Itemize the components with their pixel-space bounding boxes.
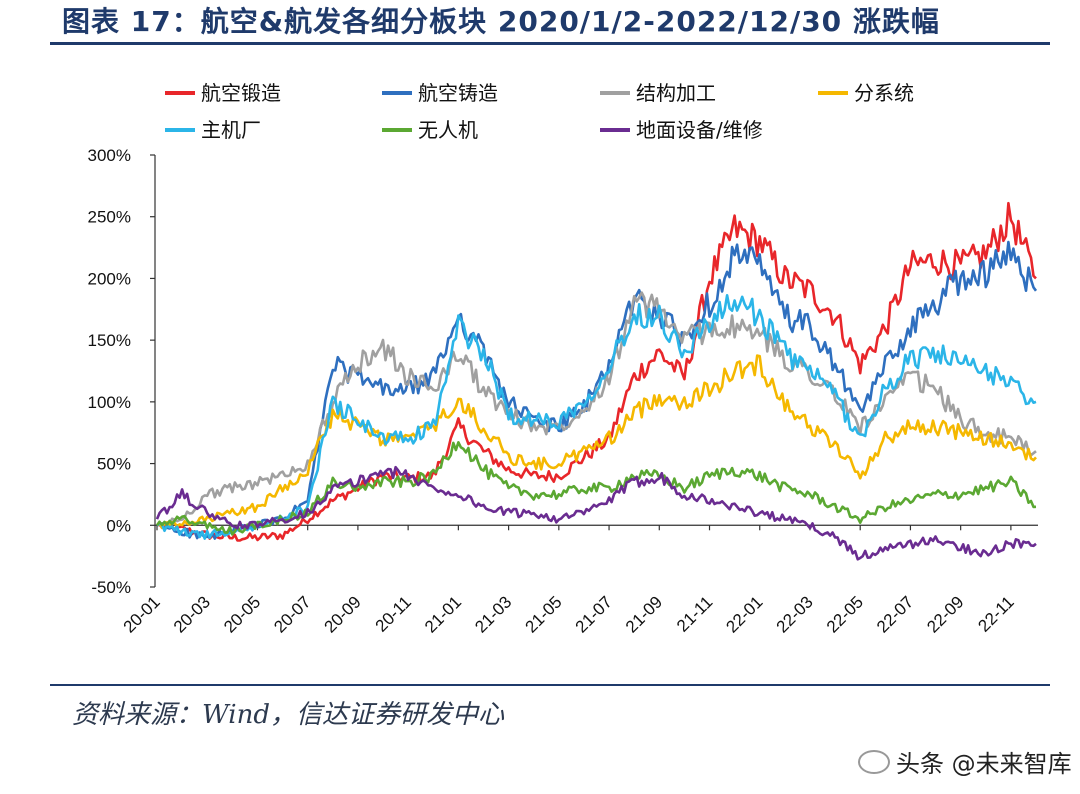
x-tick-label: 20-09 bbox=[321, 592, 365, 636]
watermark-text: 头条 @未来智库 bbox=[896, 750, 1072, 778]
y-tick-label: 250% bbox=[88, 208, 131, 227]
x-tick-label: 22-03 bbox=[773, 592, 817, 636]
legend-label-3: 结构加工 bbox=[636, 81, 716, 105]
y-tick-label: 100% bbox=[88, 393, 131, 412]
x-tick-label: 20-05 bbox=[220, 592, 264, 636]
chart-axes: -50%0%50%100%150%200%250%300%20-01 20-03 2… bbox=[88, 146, 1038, 637]
x-tick-label: 20-07 bbox=[270, 592, 314, 636]
series-line-3 bbox=[156, 291, 1037, 527]
x-tick-label: 20-01 bbox=[120, 592, 164, 636]
x-tick-label: 22-01 bbox=[722, 592, 766, 636]
watermark: 头条 @未来智库 bbox=[858, 744, 1072, 779]
x-tick-label: 22-11 bbox=[974, 592, 1017, 635]
chart-series bbox=[155, 201, 1038, 561]
x-tick-label: 22-07 bbox=[873, 592, 917, 636]
chart-title: 图表 17：航空&航发各细分板块 2020/1/2-2022/12/30 涨跌幅 bbox=[62, 5, 940, 38]
source-note: 资料来源：Wind，信达证券研发中心 bbox=[72, 700, 504, 730]
legend-label-4: 分系统 bbox=[854, 81, 914, 105]
legend-label-2: 航空铸造 bbox=[418, 81, 498, 105]
y-tick-label: -50% bbox=[91, 578, 131, 597]
x-tick-label: 20-03 bbox=[170, 592, 214, 636]
legend-label-6: 无人机 bbox=[418, 118, 478, 142]
y-tick-label: 150% bbox=[88, 331, 131, 350]
x-tick-label: 21-01 bbox=[421, 592, 465, 636]
y-tick-label: 0% bbox=[106, 516, 131, 535]
series-line-2 bbox=[156, 240, 1038, 540]
x-tick-label: 21-07 bbox=[572, 592, 616, 636]
series-line-4 bbox=[156, 354, 1037, 530]
x-tick-label: 21-11 bbox=[673, 592, 716, 635]
y-tick-label: 50% bbox=[97, 455, 131, 474]
series-line-7 bbox=[155, 465, 1037, 561]
series-line-6 bbox=[155, 440, 1037, 536]
x-tick-label: 22-05 bbox=[823, 592, 867, 636]
legend-label-1: 航空锻造 bbox=[201, 81, 281, 105]
x-tick-label: 20-11 bbox=[372, 592, 415, 635]
source-rule bbox=[50, 684, 1050, 686]
x-tick-label: 22-09 bbox=[923, 592, 967, 636]
legend-label-7: 地面设备/维修 bbox=[636, 118, 763, 142]
x-tick-label: 21-03 bbox=[471, 592, 515, 636]
legend-label-5: 主机厂 bbox=[201, 118, 261, 142]
series-line-1 bbox=[156, 201, 1037, 542]
x-tick-label: 21-09 bbox=[622, 592, 666, 636]
title-rule bbox=[50, 42, 1050, 45]
watermark-logo-icon bbox=[858, 749, 890, 774]
x-tick-label: 21-05 bbox=[521, 592, 565, 636]
y-tick-label: 200% bbox=[88, 269, 131, 288]
y-tick-label: 300% bbox=[88, 146, 131, 165]
